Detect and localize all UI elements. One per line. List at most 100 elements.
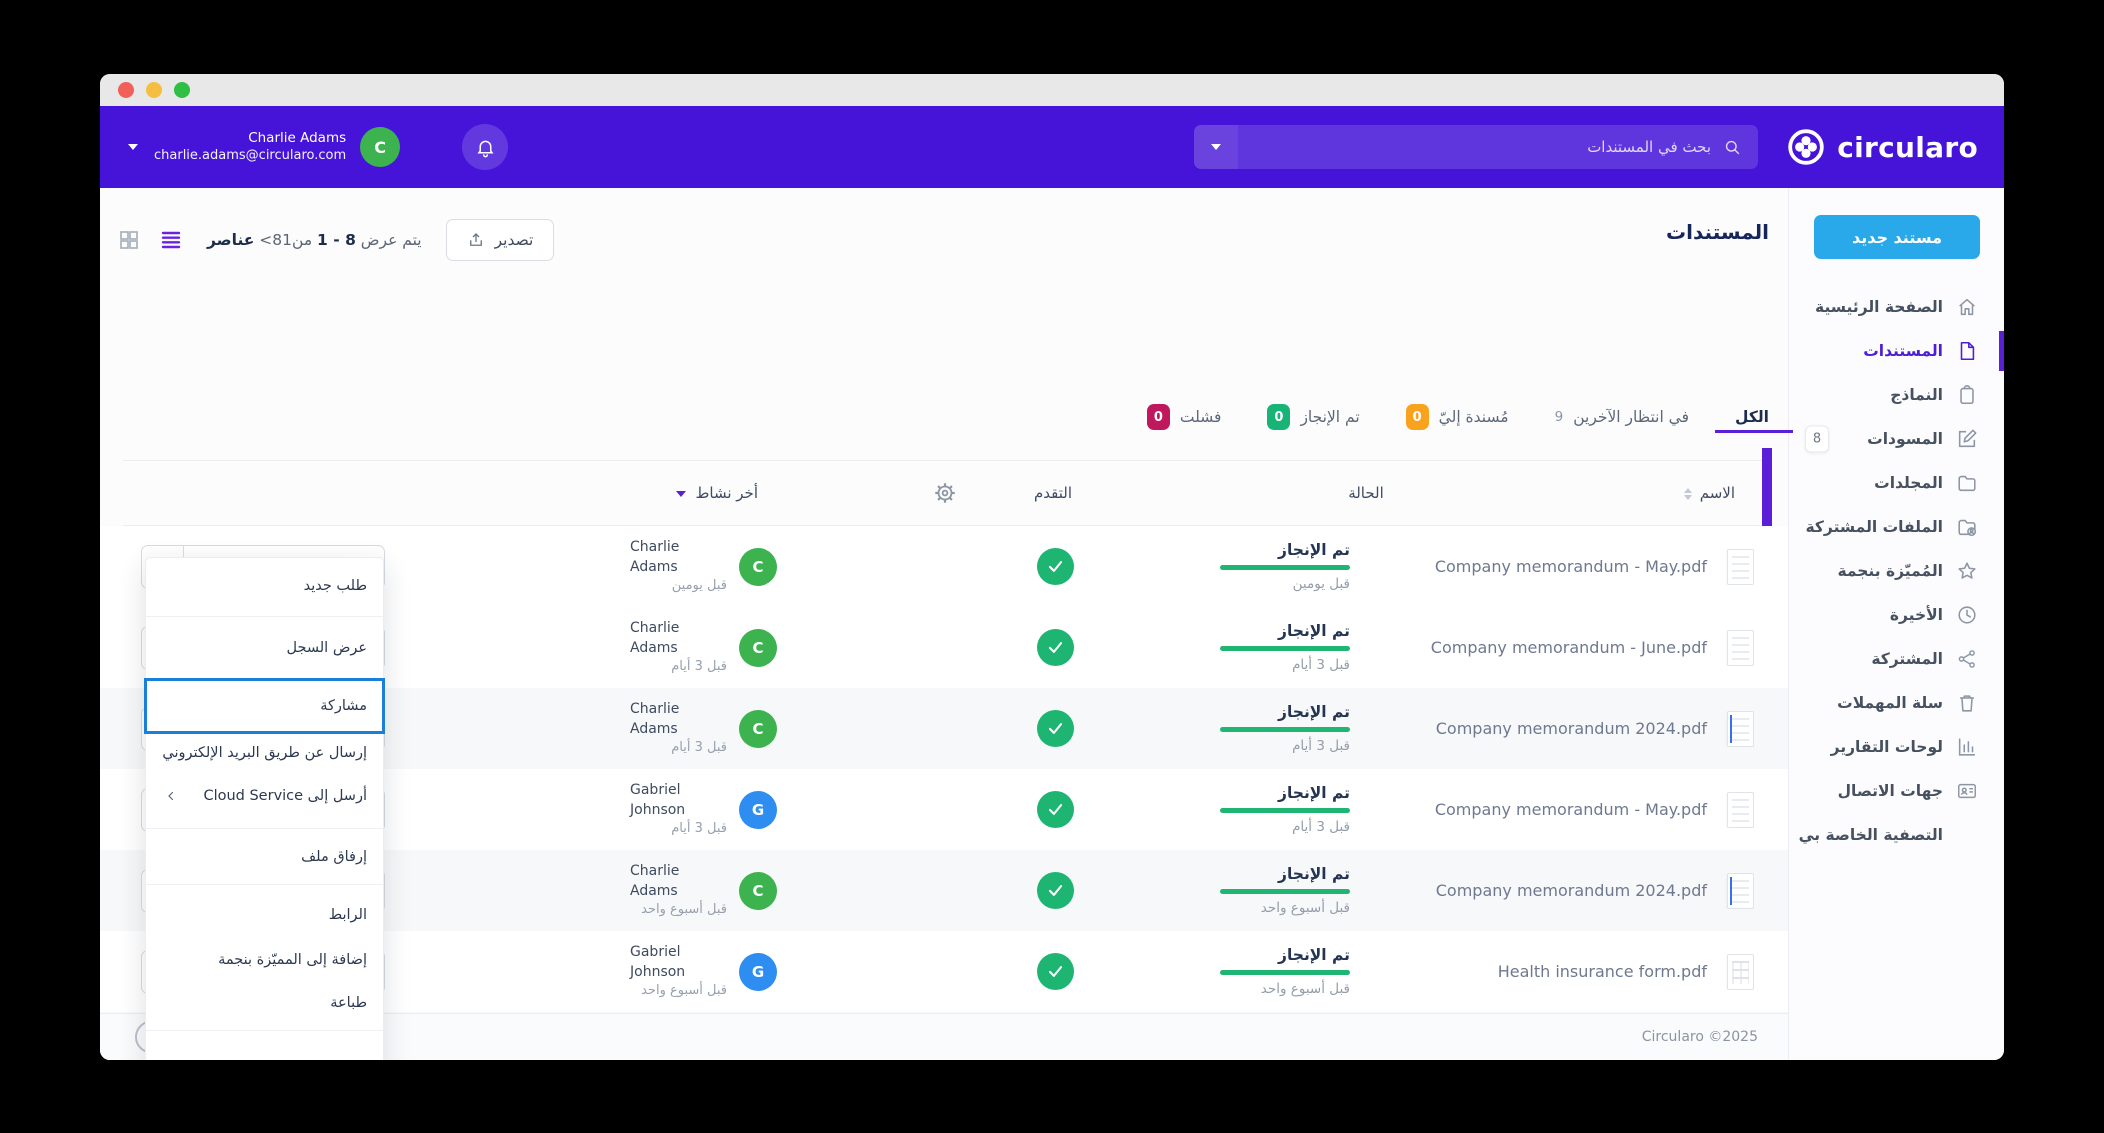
sidebar-item-label: التصفية الخاصة بي	[1798, 826, 1943, 844]
user-avatar[interactable]: C	[360, 127, 401, 167]
global-search[interactable]: بحث في المستندات	[1194, 125, 1758, 169]
sidebar-item[interactable]: المستندات +	[1789, 329, 2004, 373]
list-view-icon[interactable]	[159, 228, 183, 252]
menu-item-label: إضافة إلى المميّزة بنجمة	[218, 951, 367, 968]
document-name[interactable]: Company memorandum 2024.pdf	[1435, 719, 1707, 738]
sidebar-item[interactable]: جهات الاتصال +	[1789, 769, 2004, 813]
tab-count-badge: 0	[1267, 404, 1291, 430]
menu-item[interactable]: أرسل إلى Cloud Service	[146, 772, 383, 820]
user-menu[interactable]: Charlie Adams charlie.adams@circularo.co…	[128, 124, 509, 170]
app-logo[interactable]: circularo	[1787, 128, 1978, 166]
close-window-button[interactable]	[118, 82, 134, 98]
search-icon	[1723, 138, 1742, 157]
chevron-down-icon	[1211, 144, 1221, 150]
tab[interactable]: فشلت 0	[1146, 404, 1221, 430]
export-icon	[467, 231, 485, 249]
bell-icon	[475, 137, 496, 158]
tab-label: في انتظار الآخرين	[1573, 408, 1690, 426]
completed-check-icon	[1036, 710, 1074, 747]
sidebar-item[interactable]: النماذج +	[1789, 373, 2004, 417]
sidebar-item[interactable]: الصفحة الرئيسية +	[1789, 285, 2004, 329]
last-activity-time: قبل أسبوع واحد	[641, 983, 727, 999]
last-activity-user: Gabriel Johnson	[630, 943, 686, 981]
sidebar-item-label: المسودات	[1867, 430, 1943, 448]
sidebar-item[interactable]: الملفات المشتركة +	[1789, 505, 2004, 549]
notifications-button[interactable]	[462, 124, 509, 170]
avatar: C	[739, 871, 777, 910]
column-settings-gear-icon[interactable]	[932, 480, 958, 506]
sidebar-item[interactable]: المُميّزة بنجمة +	[1789, 549, 2004, 593]
sidebar-item[interactable]: لوحات التقارير +	[1789, 725, 2004, 769]
document-name[interactable]: Company memorandum - May.pdf	[1434, 800, 1707, 819]
document-thumbnail-icon	[1727, 953, 1754, 990]
menu-item-label: الرابط	[328, 906, 367, 923]
toolbar: يتم عرض 8 - 1 من81> عناصر تصدير	[117, 216, 555, 264]
document-name[interactable]: Health insurance form.pdf	[1497, 962, 1707, 981]
last-activity-user: Charlie Adams	[630, 700, 680, 738]
menu-item-label: عرض السجل	[286, 639, 367, 656]
sidebar-item-label: الملفات المشتركة	[1805, 518, 1943, 536]
sidebar-item-label: المشتركة	[1871, 650, 1943, 668]
sidebar-item[interactable]: المشتركة +	[1789, 637, 2004, 681]
sidebar-item-icon	[1956, 384, 1978, 406]
scroll-accent-bar	[1762, 448, 1772, 540]
column-header[interactable]: التقدم	[1033, 484, 1073, 502]
sidebar-item-icon	[1956, 560, 1978, 582]
menu-item[interactable]: طباعة	[146, 975, 383, 1031]
grid-view-icon[interactable]	[117, 228, 141, 252]
tab[interactable]: تم الإنجاز 0	[1267, 404, 1360, 430]
tab[interactable]: الكل	[1715, 408, 1793, 433]
menu-item[interactable]: عرض السجل	[146, 616, 383, 678]
export-button[interactable]: تصدير	[445, 219, 555, 261]
last-activity-user: Gabriel Johnson	[630, 781, 686, 819]
avatar: G	[739, 790, 777, 829]
sidebar-item-icon	[1956, 604, 1978, 626]
sidebar-item-icon	[1956, 780, 1978, 802]
sidebar-item-label: الصفحة الرئيسية	[1815, 298, 1943, 316]
progress-bar	[1220, 970, 1350, 975]
sidebar-item-icon	[1956, 824, 1978, 846]
menu-item[interactable]: إضافة إلى المميّزة بنجمة	[146, 944, 383, 975]
document-name[interactable]: Company memorandum - May.pdf	[1434, 557, 1707, 576]
last-activity-time: قبل يومين	[671, 578, 727, 594]
count-badge: 8	[1805, 425, 1829, 453]
menu-item-label: طباعة	[330, 994, 367, 1011]
circularo-logo-icon	[1787, 128, 1825, 166]
tab[interactable]: في انتظار الآخرين 9	[1555, 408, 1689, 426]
sidebar-item[interactable]: الأخيرة +	[1789, 593, 2004, 637]
search-scope-dropdown[interactable]	[1194, 125, 1238, 169]
document-name[interactable]: Company memorandum - June.pdf	[1430, 638, 1707, 657]
sidebar-item[interactable]: المسودات 8 +	[1789, 417, 2004, 461]
copyright-text: Circularo ©2025	[1641, 1029, 1758, 1045]
sidebar-item-icon	[1956, 472, 1978, 494]
minimize-window-button[interactable]	[146, 82, 162, 98]
sidebar-item-label: سلة المهملات	[1837, 694, 1943, 712]
status-label: تم الإنجاز	[1278, 622, 1350, 640]
sidebar-item-label: المجلدات	[1874, 474, 1943, 492]
menu-item-label: مشاركة	[320, 698, 367, 714]
menu-item[interactable]: إرسال عن طريق البريد الإلكتروني	[146, 734, 383, 772]
status-time: قبل 3 أيام	[1292, 738, 1350, 754]
status-time: قبل أسبوع واحد	[1260, 900, 1350, 916]
sidebar-item-icon	[1956, 296, 1978, 318]
new-document-button[interactable]: مستند جديد	[1814, 215, 1980, 259]
progress-bar	[1220, 646, 1350, 651]
progress-bar	[1220, 808, 1350, 813]
menu-item[interactable]: طلب جديد	[146, 564, 383, 608]
maximize-window-button[interactable]	[174, 82, 190, 98]
menu-item[interactable]: إرفاق ملف	[146, 828, 383, 884]
column-header[interactable]: الحالة	[1348, 484, 1384, 502]
column-header[interactable]: الاسم	[1683, 484, 1735, 502]
sidebar-item-icon	[1956, 340, 1978, 362]
document-name[interactable]: Company memorandum 2024.pdf	[1435, 881, 1707, 900]
tab[interactable]: مُسندة إليّ 0	[1405, 404, 1509, 430]
menu-item[interactable]: مشاركة	[144, 678, 385, 734]
completed-check-icon	[1036, 548, 1074, 585]
column-header[interactable]: أخر نشاط	[675, 484, 758, 502]
menu-item[interactable]: الرابط	[146, 884, 383, 944]
sidebar-item[interactable]: سلة المهملات +	[1789, 681, 2004, 725]
sidebar-item[interactable]: المجلدات +	[1789, 461, 2004, 505]
sidebar-item[interactable]: التصفية الخاصة بي +	[1789, 813, 2004, 857]
progress-bar	[1220, 727, 1350, 732]
sort-icon[interactable]	[1683, 487, 1692, 500]
